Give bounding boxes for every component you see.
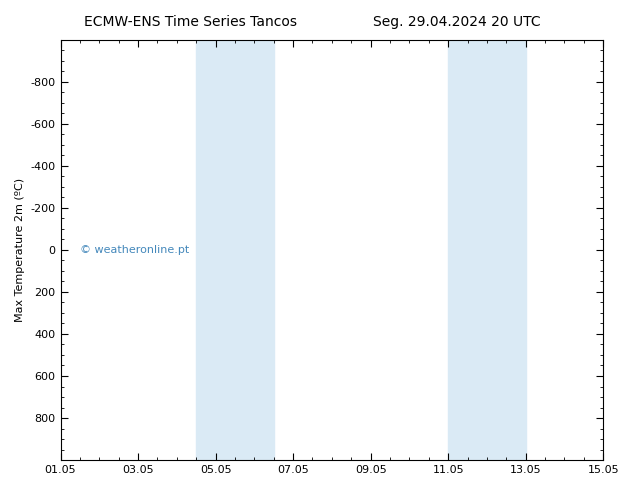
Text: Seg. 29.04.2024 20 UTC: Seg. 29.04.2024 20 UTC (373, 15, 540, 29)
Bar (196, 40, 274, 460)
Text: © weatheronline.pt: © weatheronline.pt (80, 245, 189, 255)
Y-axis label: Max Temperature 2m (ºC): Max Temperature 2m (ºC) (15, 178, 25, 322)
Bar (448, 40, 526, 460)
Text: ECMW-ENS Time Series Tancos: ECMW-ENS Time Series Tancos (84, 15, 297, 29)
